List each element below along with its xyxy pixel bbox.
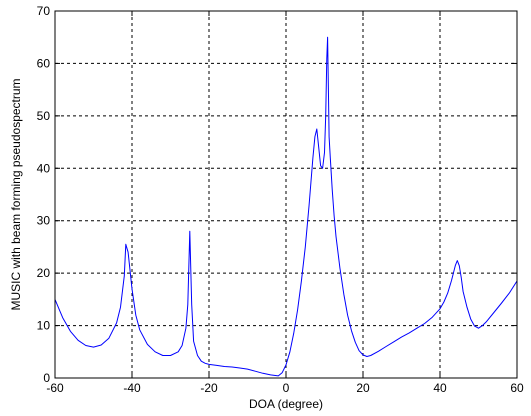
tick-labels: -60 -40 -20 0 20 40 60 0 10 20 30 40 50 60 70 (37, 4, 524, 395)
grid (55, 11, 517, 378)
y-tick-label: 30 (37, 214, 51, 228)
x-tick-label: -60 (46, 381, 64, 395)
x-axis-label: DOA (degree) (249, 397, 323, 411)
series-line-1 (54, 36, 518, 377)
x-tick-label: -40 (123, 381, 141, 395)
ticks (54, 10, 518, 379)
x-tick-label: 20 (356, 381, 370, 395)
x-tick-label: 0 (283, 381, 290, 395)
y-tick-label: 50 (37, 109, 51, 123)
y-tick-label: 60 (37, 56, 51, 70)
y-tick-label: 10 (37, 319, 51, 333)
y-tick-label: 70 (37, 4, 51, 18)
y-tick-label: 40 (37, 161, 51, 175)
y-axis-label: MUSIC with beam forming pseudospectrum (9, 78, 23, 310)
y-tick-label: 0 (43, 371, 50, 385)
x-tick-label: 40 (433, 381, 447, 395)
y-tick-label: 20 (37, 266, 51, 280)
x-tick-label: 60 (510, 381, 524, 395)
series-layer (54, 36, 518, 377)
x-tick-label: -20 (200, 381, 218, 395)
